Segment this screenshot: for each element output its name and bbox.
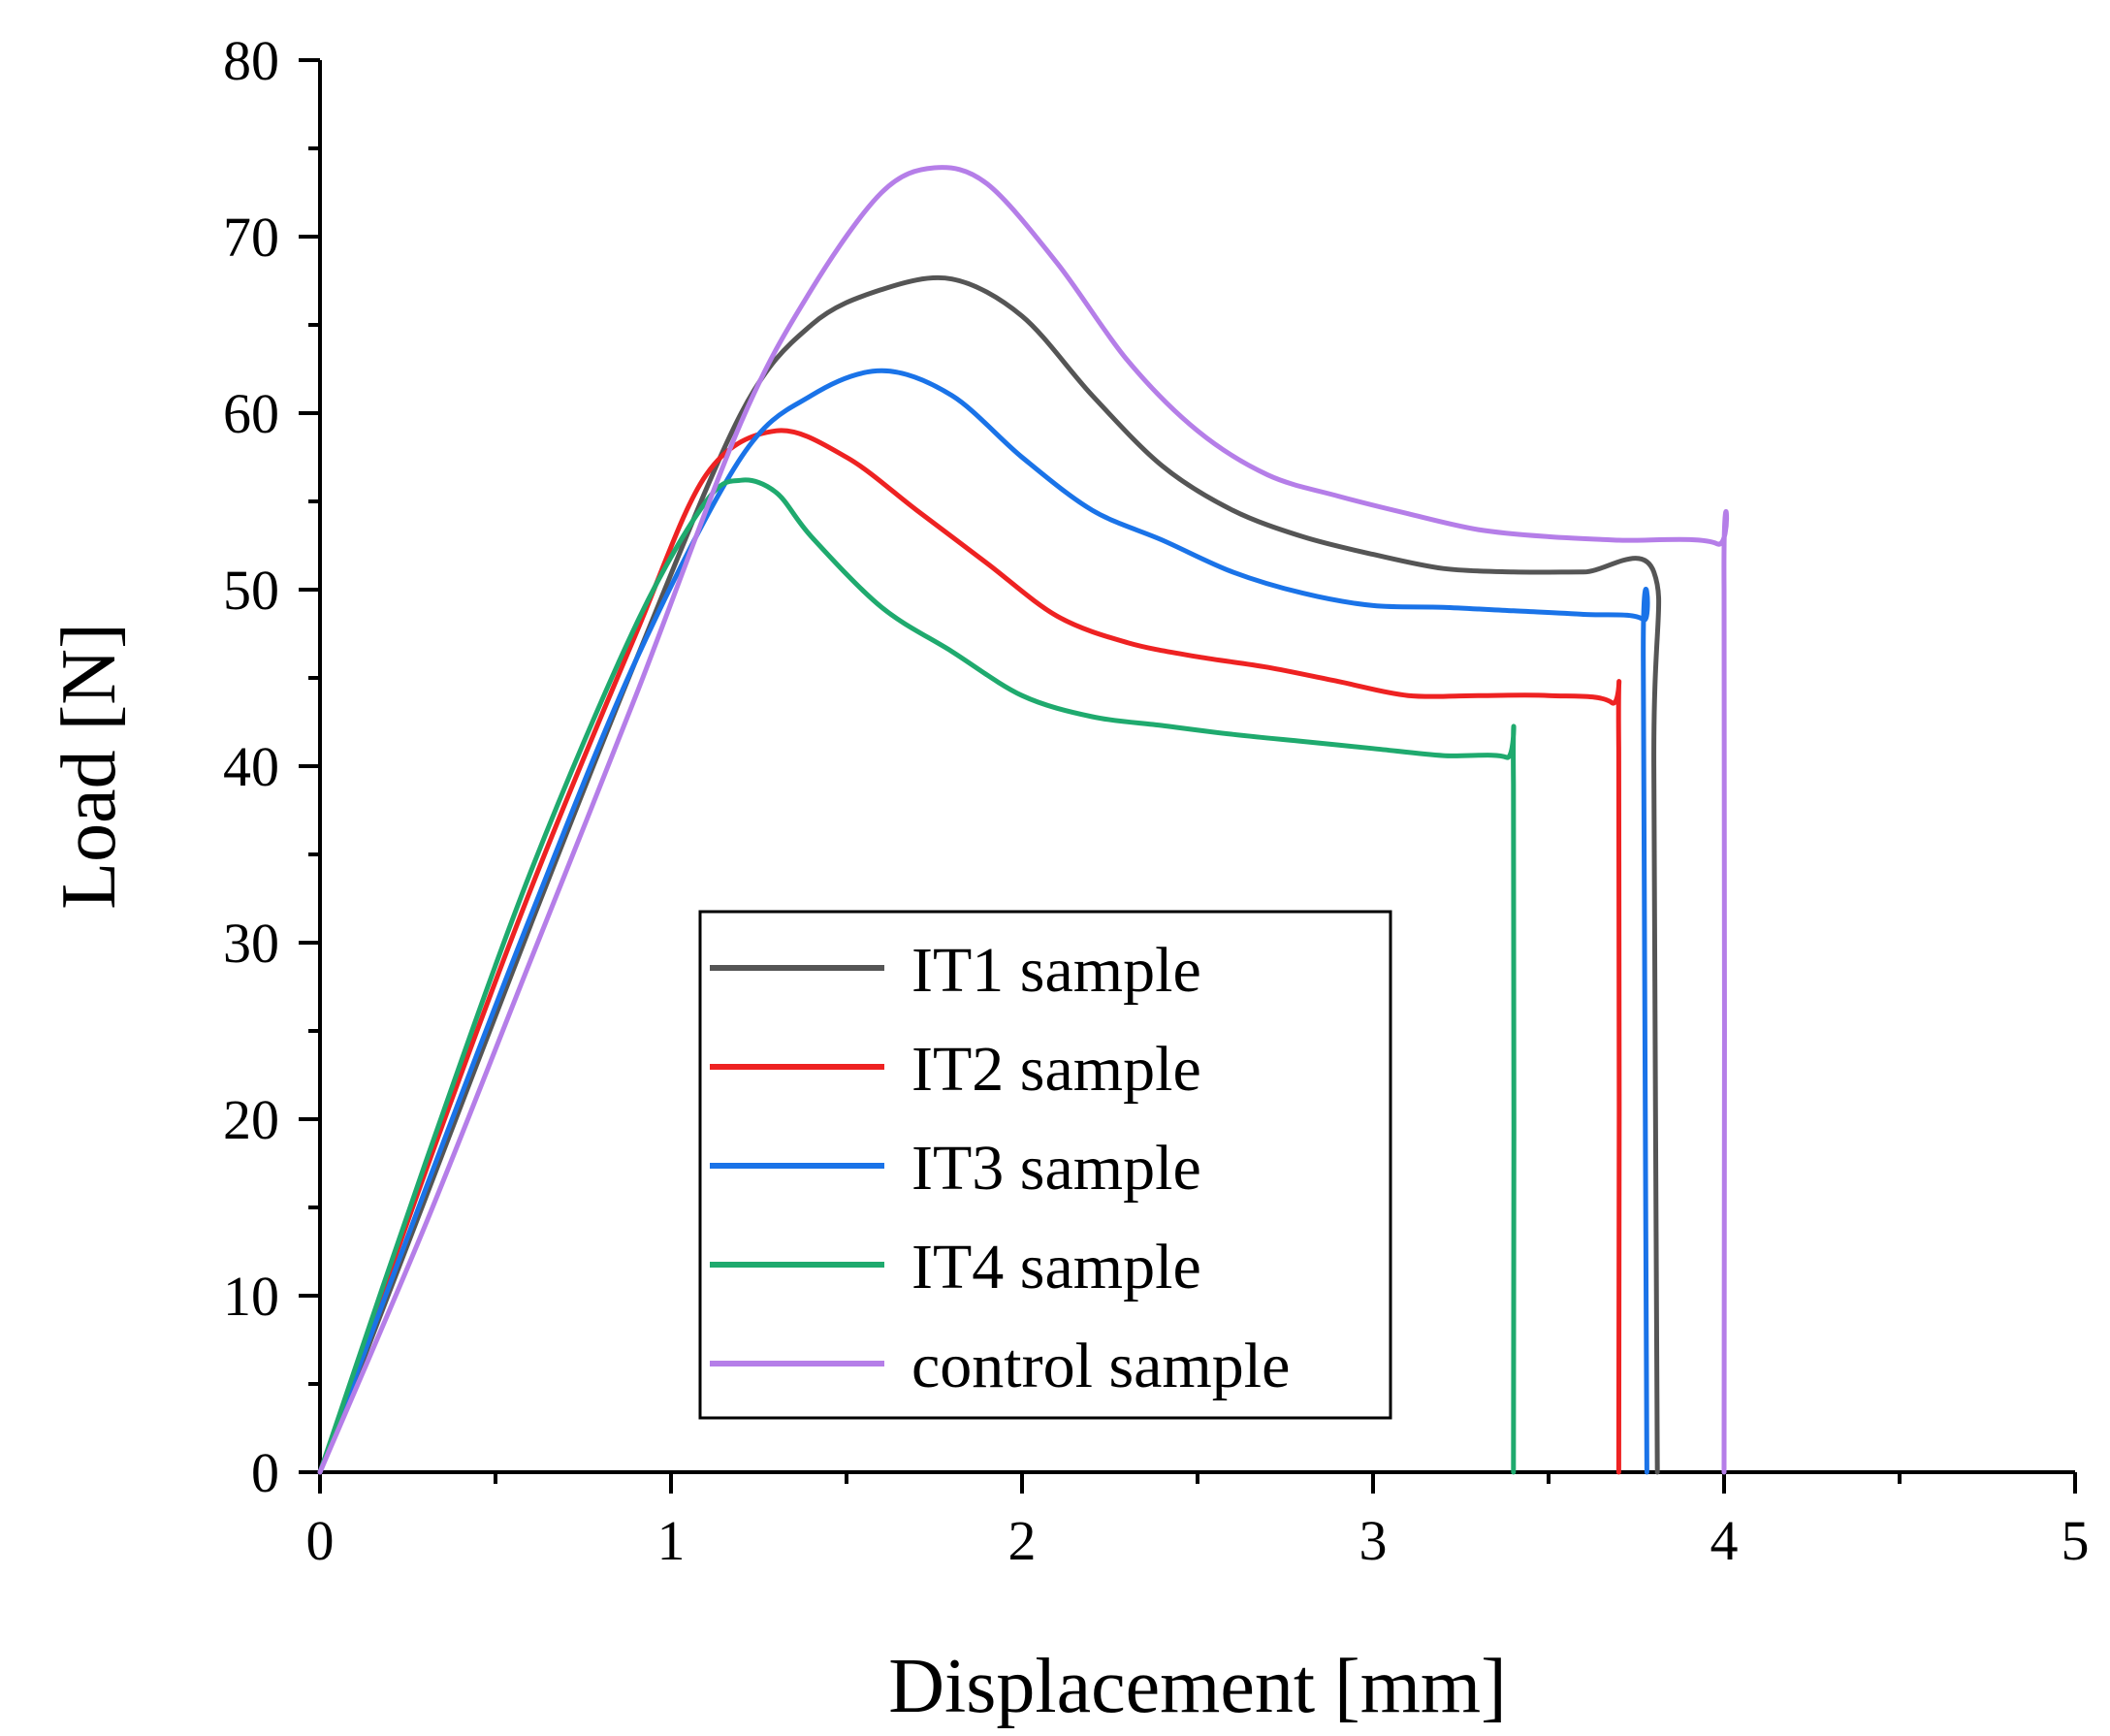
y-tick-label: 60 (223, 382, 279, 445)
series-line-2 (317, 428, 1622, 1475)
legend-label-1: IT1 sample (911, 935, 1201, 1006)
legend: IT1 sample IT2 sample IT3 sample IT4 sample… (698, 910, 1392, 1420)
y-axis-title: Load [N] (47, 623, 132, 909)
x-tick-label: 4 (1710, 1509, 1739, 1572)
y-tick-label: 40 (223, 735, 279, 798)
x-tick-label: 3 (1359, 1509, 1388, 1572)
y-tick-label: 80 (223, 29, 279, 92)
x-tick-label: 5 (2062, 1509, 2090, 1572)
series-layer (317, 165, 1730, 1475)
y-tick-label: 50 (223, 559, 279, 622)
y-tick-label: 30 (223, 912, 279, 975)
series-line-3 (317, 368, 1650, 1475)
x-tick-label: 1 (657, 1509, 686, 1572)
y-tick-label: 70 (223, 206, 279, 269)
x-tick-label: 0 (306, 1509, 335, 1572)
legend-label-5: control sample (911, 1331, 1290, 1401)
series-line-4 (317, 477, 1517, 1475)
legend-label-3: IT3 sample (911, 1133, 1201, 1204)
y-tick-label: 10 (223, 1265, 279, 1328)
x-tick-label: 2 (1008, 1509, 1037, 1572)
legend-label-2: IT2 sample (911, 1034, 1201, 1105)
series-line-1 (317, 274, 1662, 1475)
legend-label-4: IT4 sample (911, 1232, 1201, 1302)
y-tick-label: 20 (223, 1088, 279, 1151)
series-line-5 (317, 165, 1730, 1475)
y-tick-label: 0 (251, 1441, 279, 1504)
x-axis-title: Displacement [mm] (888, 1644, 1507, 1729)
